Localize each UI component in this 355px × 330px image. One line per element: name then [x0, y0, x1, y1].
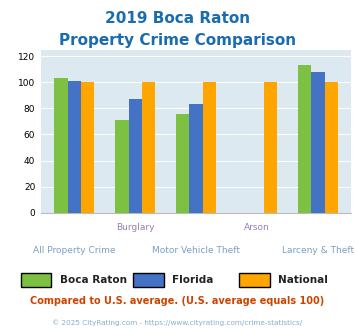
Text: 2019 Boca Raton: 2019 Boca Raton: [105, 11, 250, 25]
Text: Florida: Florida: [173, 275, 214, 285]
Text: All Property Crime: All Property Crime: [33, 247, 116, 255]
Bar: [176, 114, 190, 213]
Text: Boca Raton: Boca Raton: [60, 275, 127, 285]
Text: Property Crime Comparison: Property Crime Comparison: [59, 34, 296, 49]
Bar: [311, 72, 325, 213]
FancyBboxPatch shape: [21, 273, 51, 286]
Text: National: National: [278, 275, 328, 285]
Text: © 2025 CityRating.com - https://www.cityrating.com/crime-statistics/: © 2025 CityRating.com - https://www.city…: [53, 319, 302, 326]
FancyBboxPatch shape: [239, 273, 269, 286]
Text: Arson: Arson: [244, 223, 270, 232]
Bar: [264, 82, 277, 213]
Bar: [325, 82, 338, 213]
Bar: [190, 104, 203, 213]
Bar: [81, 82, 94, 213]
Bar: [142, 82, 155, 213]
Bar: [203, 82, 216, 213]
Text: Motor Vehicle Theft: Motor Vehicle Theft: [152, 247, 240, 255]
Bar: [115, 120, 129, 213]
Bar: [298, 65, 311, 213]
Text: Compared to U.S. average. (U.S. average equals 100): Compared to U.S. average. (U.S. average …: [31, 296, 324, 306]
FancyBboxPatch shape: [133, 273, 164, 286]
Text: Larceny & Theft: Larceny & Theft: [282, 247, 354, 255]
Bar: [67, 81, 81, 213]
Bar: [129, 99, 142, 213]
Text: Burglary: Burglary: [116, 223, 154, 232]
Bar: [54, 78, 67, 213]
